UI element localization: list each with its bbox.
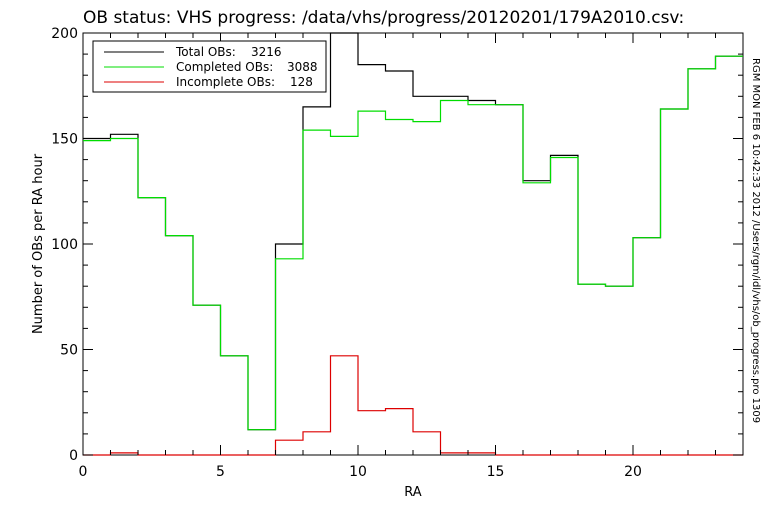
x-tick-label: 20 <box>624 464 642 480</box>
series-line-incomplete <box>83 355 743 456</box>
legend-value-completed: 3088 <box>287 60 318 74</box>
x-tick-label: 15 <box>487 464 505 480</box>
series-line-total <box>83 32 743 431</box>
x-tick-label: 10 <box>349 464 367 480</box>
y-tick-label: 100 <box>51 237 78 253</box>
legend-value-total: 3216 <box>251 45 282 59</box>
y-axis-label: Number of OBs per RA hour <box>31 153 46 334</box>
x-tick-label: 0 <box>79 464 88 480</box>
y-tick-label: 50 <box>60 343 78 359</box>
legend-value-incomplete: 128 <box>290 75 313 89</box>
y-tick-label: 150 <box>51 132 78 148</box>
legend-label-incomplete: Incomplete OBs: <box>176 75 275 89</box>
legend: Total OBs: 3216 Completed OBs: 3088 Inco… <box>92 40 327 93</box>
y-tick-label: 0 <box>69 448 78 464</box>
x-tick-label: 5 <box>216 464 225 480</box>
legend-label-completed: Completed OBs: <box>176 60 273 74</box>
series-layer <box>83 32 743 456</box>
series-line-completed <box>83 55 743 431</box>
legend-label-total: Total OBs: <box>175 45 236 59</box>
chart-title: OB status: VHS progress: /data/vhs/progr… <box>83 8 684 28</box>
x-axis-label: RA <box>404 485 422 500</box>
side-annotation: RGM MON FEB 6 10:42:33 2012 /Users/rgm/i… <box>750 58 761 423</box>
y-tick-label: 200 <box>51 26 78 42</box>
